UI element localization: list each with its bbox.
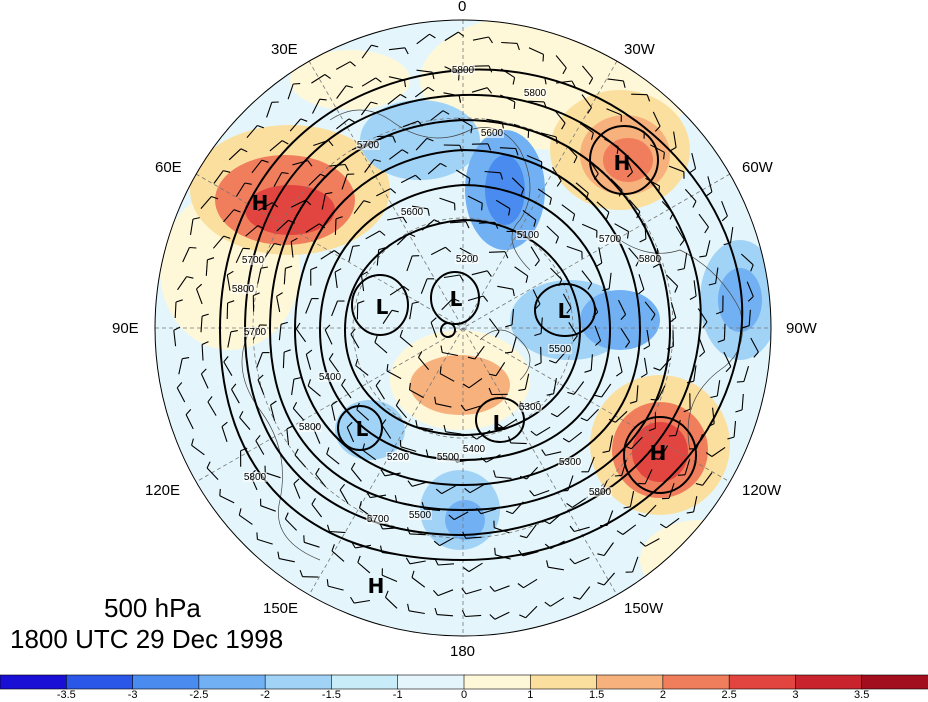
colorbar-tick-label: 0 bbox=[460, 689, 468, 701]
contour-label: 5400 bbox=[319, 372, 342, 383]
lon-label-60w: 60W bbox=[742, 159, 773, 176]
colorbar-swatch bbox=[65, 674, 134, 690]
closed-lows bbox=[337, 125, 697, 494]
colorbar-swatch bbox=[861, 674, 928, 690]
colorbar-tick-label: -2.5 bbox=[189, 689, 209, 701]
map-border bbox=[154, 19, 772, 637]
contour-label: 5800 bbox=[244, 472, 267, 483]
lon-label-120e: 120E bbox=[145, 482, 181, 499]
pressure-system-h: H bbox=[252, 191, 269, 215]
colorbar-swatch bbox=[264, 674, 333, 690]
colorbar-tick-label: -3.5 bbox=[56, 689, 76, 701]
colorbar-swatch bbox=[397, 674, 465, 690]
colorbar-tick-label: 2.5 bbox=[721, 689, 737, 701]
contour-label: 5600 bbox=[401, 207, 424, 218]
colorbar-swatch bbox=[795, 674, 863, 690]
contour-label: 5700 bbox=[367, 514, 390, 525]
pressure-system-layer: H H H H L L L L L bbox=[252, 151, 667, 598]
contour-label: 5500 bbox=[437, 452, 460, 463]
lon-label-30w: 30W bbox=[624, 41, 655, 58]
contour-label: 5500 bbox=[409, 510, 432, 521]
colorbar-tick-label: 1 bbox=[527, 689, 534, 701]
contour-label: 5800 bbox=[299, 422, 322, 433]
contour-label: 5300 bbox=[559, 457, 582, 468]
lon-label-150w: 150W bbox=[624, 600, 664, 617]
contour-label: 5500 bbox=[549, 344, 572, 355]
lon-label-60e: 60E bbox=[155, 159, 182, 176]
pressure-system-h: H bbox=[614, 151, 631, 175]
lon-label-30e: 30E bbox=[271, 41, 298, 58]
contour-label: 5700 bbox=[599, 234, 622, 245]
lon-label-180: 180 bbox=[450, 643, 476, 660]
colorbar-swatch bbox=[331, 674, 399, 690]
colorbar-tick-label: -1 bbox=[392, 689, 403, 701]
lon-label-150e: 150E bbox=[263, 600, 299, 617]
contour-label-layer: 5800 5800 5700 5600 5700 5800 5200 5100 5600 5700… bbox=[231, 65, 662, 525]
pressure-system-l: L bbox=[356, 417, 369, 441]
contour-label: 5800 bbox=[589, 487, 612, 498]
colorbar-swatch bbox=[132, 674, 200, 690]
contour-label: 5700 bbox=[244, 327, 267, 338]
colorbar-swatch bbox=[529, 674, 598, 690]
lon-label-90w: 90W bbox=[786, 320, 817, 337]
contour-label: 5800 bbox=[524, 88, 547, 99]
contour-label: 5100 bbox=[517, 230, 540, 241]
lon-label-90e: 90E bbox=[112, 320, 139, 337]
level-caption: 500 hPa bbox=[104, 593, 201, 623]
colorbar-tick-label: -3 bbox=[127, 689, 138, 701]
pressure-system-h: H bbox=[650, 441, 667, 465]
contour-label: 5800 bbox=[639, 254, 662, 265]
pressure-system-l: L bbox=[558, 299, 571, 323]
lon-label-0: 0 bbox=[458, 0, 467, 15]
pressure-system-h: H bbox=[368, 574, 385, 598]
lon-label-120w: 120W bbox=[742, 482, 782, 499]
pressure-system-l: L bbox=[376, 295, 389, 319]
map-disc: 5800 5800 5700 5600 5700 5800 5200 5100 5600 5700… bbox=[155, 20, 771, 636]
colorbar-swatch bbox=[0, 674, 68, 690]
colorbar-swatch bbox=[662, 674, 730, 690]
contour-label: 5800 bbox=[232, 284, 255, 295]
colorbar-tick-label: 3 bbox=[792, 689, 799, 701]
colorbar-tick-label: 3.5 bbox=[854, 689, 870, 701]
colorbar-tick-label: -2 bbox=[260, 689, 270, 701]
colorbar-swatch bbox=[728, 674, 797, 690]
colorbar-tick-label: 2 bbox=[659, 689, 666, 701]
contour-label: 5200 bbox=[387, 452, 410, 463]
colorbar-swatch bbox=[463, 674, 532, 690]
colorbar-swatch bbox=[198, 674, 266, 690]
time-caption: 1800 UTC 29 Dec 1998 bbox=[10, 624, 284, 654]
colorbar bbox=[0, 674, 928, 690]
contour-label: 5700 bbox=[242, 255, 265, 266]
contour-label: 5600 bbox=[481, 128, 504, 139]
pressure-system-l: L bbox=[450, 287, 463, 311]
contour-label: 5200 bbox=[456, 254, 479, 265]
colorbar-swatch bbox=[596, 674, 664, 690]
colorbar-tick-label: 1.5 bbox=[588, 689, 605, 701]
contour-label: 5300 bbox=[519, 402, 542, 413]
contour-label: 5400 bbox=[463, 444, 486, 455]
contour-label: 5800 bbox=[452, 65, 475, 76]
pressure-system-l: L bbox=[493, 411, 506, 435]
contour-label: 5700 bbox=[357, 140, 380, 151]
colorbar-tick-label: -1.5 bbox=[321, 689, 341, 701]
